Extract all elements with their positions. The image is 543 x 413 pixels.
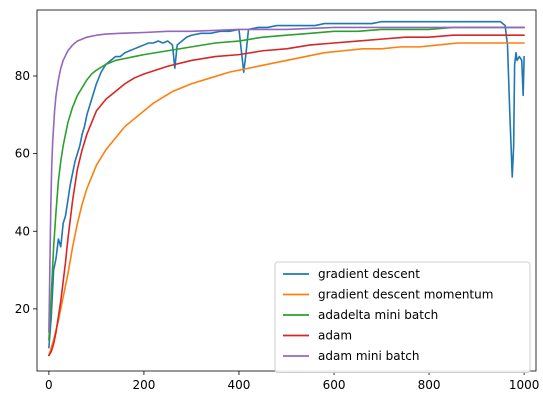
x-tick-label: 400 bbox=[228, 378, 251, 392]
series-line-3 bbox=[48, 34, 525, 357]
legend-label: adam mini batch bbox=[318, 349, 419, 363]
series-lines bbox=[48, 20, 525, 357]
series-line-1 bbox=[48, 42, 525, 357]
legend: gradient descent gradient descent momentu… bbox=[274, 261, 531, 373]
x-tick-label: 600 bbox=[323, 378, 346, 392]
x-tick-label: 800 bbox=[418, 378, 441, 392]
series-line-2 bbox=[48, 26, 525, 341]
y-tick-label: 80 bbox=[15, 69, 30, 83]
y-tick-label: 20 bbox=[15, 302, 30, 316]
x-tick-label: 1000 bbox=[509, 378, 540, 392]
series-line-0 bbox=[48, 20, 525, 349]
legend-label: gradient descent momentum bbox=[318, 288, 493, 302]
series-line-4 bbox=[48, 26, 525, 333]
y-tick-label: 60 bbox=[15, 147, 30, 161]
x-tick-label: 0 bbox=[45, 378, 53, 392]
legend-label: adadelta mini batch bbox=[318, 308, 438, 322]
y-tick-label: 40 bbox=[15, 224, 30, 238]
x-axis-ticks: 0 200 400 600 800 1000 bbox=[45, 371, 539, 392]
x-tick-label: 200 bbox=[132, 378, 155, 392]
legend-label: adam bbox=[318, 329, 352, 343]
legend-box bbox=[274, 261, 531, 373]
y-axis-ticks: 20 40 60 80 bbox=[15, 69, 37, 316]
legend-label: gradient descent bbox=[318, 267, 420, 281]
